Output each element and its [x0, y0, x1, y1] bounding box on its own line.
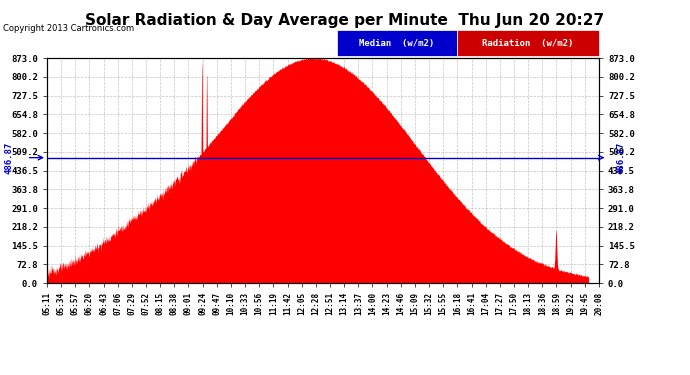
Text: 486.87: 486.87: [4, 141, 14, 174]
Bar: [457, 30, 599, 56]
Text: Median  (w/m2): Median (w/m2): [359, 39, 435, 48]
Text: Solar Radiation & Day Average per Minute  Thu Jun 20 20:27: Solar Radiation & Day Average per Minute…: [86, 13, 604, 28]
Bar: [337, 30, 457, 56]
Text: 486.87: 486.87: [616, 141, 625, 174]
Text: Copyright 2013 Cartronics.com: Copyright 2013 Cartronics.com: [3, 24, 135, 33]
Text: Radiation  (w/m2): Radiation (w/m2): [482, 39, 574, 48]
